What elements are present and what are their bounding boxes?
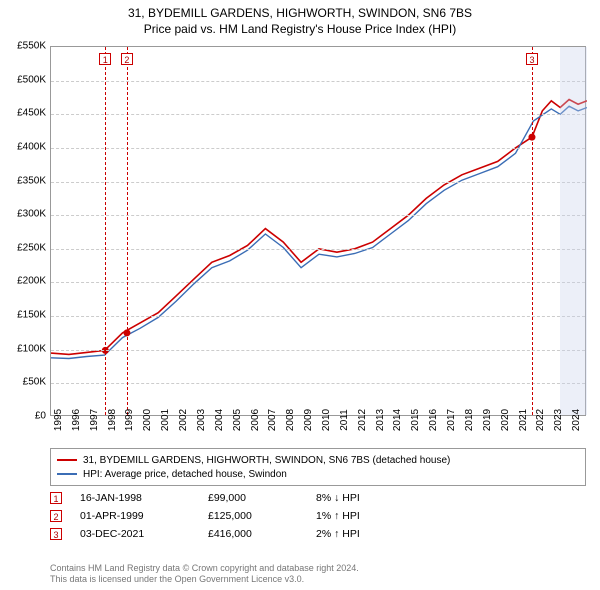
event-marker-box: 3 bbox=[50, 528, 62, 540]
footer-attribution: Contains HM Land Registry data © Crown c… bbox=[50, 563, 359, 586]
event-marker-box: 1 bbox=[50, 492, 62, 504]
event-delta: 2% ↑ HPI bbox=[316, 528, 386, 540]
gridline bbox=[51, 282, 585, 283]
x-axis-label: 2024 bbox=[571, 409, 582, 431]
x-axis-label: 2003 bbox=[196, 409, 207, 431]
x-axis-label: 2017 bbox=[446, 409, 457, 431]
event-delta: 8% ↓ HPI bbox=[316, 492, 386, 504]
legend-label: HPI: Average price, detached house, Swin… bbox=[83, 469, 287, 480]
gridline bbox=[51, 182, 585, 183]
title-block: 31, BYDEMILL GARDENS, HIGHWORTH, SWINDON… bbox=[0, 0, 600, 36]
event-date: 01-APR-1999 bbox=[80, 510, 190, 522]
y-axis-label: £500K bbox=[17, 74, 46, 85]
sale-marker-line bbox=[105, 47, 106, 415]
forecast-shade bbox=[560, 47, 587, 415]
x-axis-label: 2004 bbox=[214, 409, 225, 431]
event-delta: 1% ↑ HPI bbox=[316, 510, 386, 522]
x-axis-label: 2012 bbox=[357, 409, 368, 431]
series-hpi bbox=[51, 106, 587, 358]
x-axis-label: 2002 bbox=[178, 409, 189, 431]
event-row: 2 01-APR-1999 £125,000 1% ↑ HPI bbox=[50, 510, 386, 522]
event-price: £99,000 bbox=[208, 492, 298, 504]
legend-item-hpi: HPI: Average price, detached house, Swin… bbox=[57, 467, 579, 481]
x-axis-label: 2010 bbox=[321, 409, 332, 431]
sale-marker-line bbox=[532, 47, 533, 415]
sale-marker-line bbox=[127, 47, 128, 415]
y-axis-label: £100K bbox=[17, 343, 46, 354]
footer-line-1: Contains HM Land Registry data © Crown c… bbox=[50, 563, 359, 575]
y-axis-label: £50K bbox=[23, 377, 46, 388]
event-date: 03-DEC-2021 bbox=[80, 528, 190, 540]
legend-swatch bbox=[57, 459, 77, 461]
y-axis-label: £0 bbox=[35, 411, 46, 422]
x-axis-label: 2016 bbox=[428, 409, 439, 431]
chart-container: 31, BYDEMILL GARDENS, HIGHWORTH, SWINDON… bbox=[0, 0, 600, 590]
y-axis-label: £400K bbox=[17, 141, 46, 152]
gridline bbox=[51, 383, 585, 384]
x-axis-label: 2020 bbox=[500, 409, 511, 431]
line-series-svg bbox=[51, 47, 587, 417]
x-axis-label: 2005 bbox=[232, 409, 243, 431]
event-price: £125,000 bbox=[208, 510, 298, 522]
x-axis-label: 2001 bbox=[160, 409, 171, 431]
legend-item-property: 31, BYDEMILL GARDENS, HIGHWORTH, SWINDON… bbox=[57, 453, 579, 467]
x-axis-label: 2009 bbox=[303, 409, 314, 431]
title-line-2: Price paid vs. HM Land Registry's House … bbox=[0, 22, 600, 36]
y-axis-label: £450K bbox=[17, 108, 46, 119]
gridline bbox=[51, 249, 585, 250]
x-axis-label: 2007 bbox=[267, 409, 278, 431]
sale-marker-box: 2 bbox=[121, 53, 133, 65]
x-axis-label: 2015 bbox=[410, 409, 421, 431]
y-axis-label: £150K bbox=[17, 310, 46, 321]
event-row: 1 16-JAN-1998 £99,000 8% ↓ HPI bbox=[50, 492, 386, 504]
x-axis-label: 1996 bbox=[71, 409, 82, 431]
events-table: 1 16-JAN-1998 £99,000 8% ↓ HPI 2 01-APR-… bbox=[50, 492, 386, 546]
footer-line-2: This data is licensed under the Open Gov… bbox=[50, 574, 359, 586]
x-axis-label: 2022 bbox=[535, 409, 546, 431]
legend-label: 31, BYDEMILL GARDENS, HIGHWORTH, SWINDON… bbox=[83, 455, 450, 466]
x-axis-label: 1999 bbox=[124, 409, 135, 431]
gridline bbox=[51, 316, 585, 317]
x-axis-label: 1995 bbox=[53, 409, 64, 431]
gridline bbox=[51, 114, 585, 115]
x-axis-label: 1997 bbox=[89, 409, 100, 431]
title-line-1: 31, BYDEMILL GARDENS, HIGHWORTH, SWINDON… bbox=[0, 6, 600, 20]
legend: 31, BYDEMILL GARDENS, HIGHWORTH, SWINDON… bbox=[50, 448, 586, 486]
gridline bbox=[51, 350, 585, 351]
event-price: £416,000 bbox=[208, 528, 298, 540]
x-axis-label: 2013 bbox=[375, 409, 386, 431]
x-axis-label: 2018 bbox=[464, 409, 475, 431]
gridline bbox=[51, 148, 585, 149]
x-axis-label: 2008 bbox=[285, 409, 296, 431]
x-axis-label: 2011 bbox=[339, 409, 350, 431]
chart-area: 123 £0£50K£100K£150K£200K£250K£300K£350K… bbox=[50, 46, 586, 416]
x-axis-label: 2014 bbox=[392, 409, 403, 431]
y-axis-label: £350K bbox=[17, 175, 46, 186]
sale-marker-box: 1 bbox=[99, 53, 111, 65]
plot-region: 12 3 bbox=[50, 46, 586, 416]
y-axis-label: £200K bbox=[17, 276, 46, 287]
event-row: 3 03-DEC-2021 £416,000 2% ↑ HPI bbox=[50, 528, 386, 540]
gridline bbox=[51, 81, 585, 82]
sale-marker-box: 3 bbox=[526, 53, 538, 65]
gridline bbox=[51, 215, 585, 216]
x-axis-label: 2023 bbox=[553, 409, 564, 431]
y-axis-label: £550K bbox=[17, 41, 46, 52]
x-axis-label: 2006 bbox=[250, 409, 261, 431]
x-axis-label: 2019 bbox=[482, 409, 493, 431]
x-axis-label: 2021 bbox=[518, 409, 529, 431]
x-axis-label: 2000 bbox=[142, 409, 153, 431]
x-axis-label: 1998 bbox=[107, 409, 118, 431]
legend-swatch bbox=[57, 473, 77, 475]
event-date: 16-JAN-1998 bbox=[80, 492, 190, 504]
y-axis-label: £250K bbox=[17, 242, 46, 253]
y-axis-label: £300K bbox=[17, 209, 46, 220]
event-marker-box: 2 bbox=[50, 510, 62, 522]
